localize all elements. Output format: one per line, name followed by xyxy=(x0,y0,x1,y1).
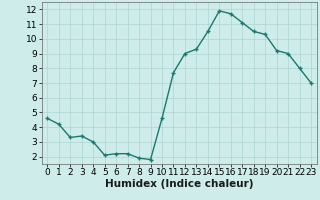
X-axis label: Humidex (Indice chaleur): Humidex (Indice chaleur) xyxy=(105,179,253,189)
